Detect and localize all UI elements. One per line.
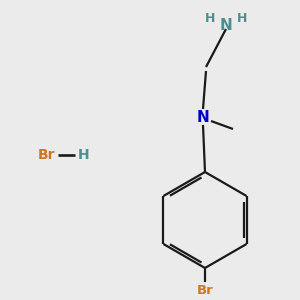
Text: H: H <box>205 13 215 26</box>
Text: N: N <box>220 17 232 32</box>
Text: H: H <box>237 13 247 26</box>
Text: Br: Br <box>196 284 213 296</box>
Text: N: N <box>196 110 209 124</box>
Text: Br: Br <box>38 148 56 162</box>
Text: H: H <box>78 148 90 162</box>
